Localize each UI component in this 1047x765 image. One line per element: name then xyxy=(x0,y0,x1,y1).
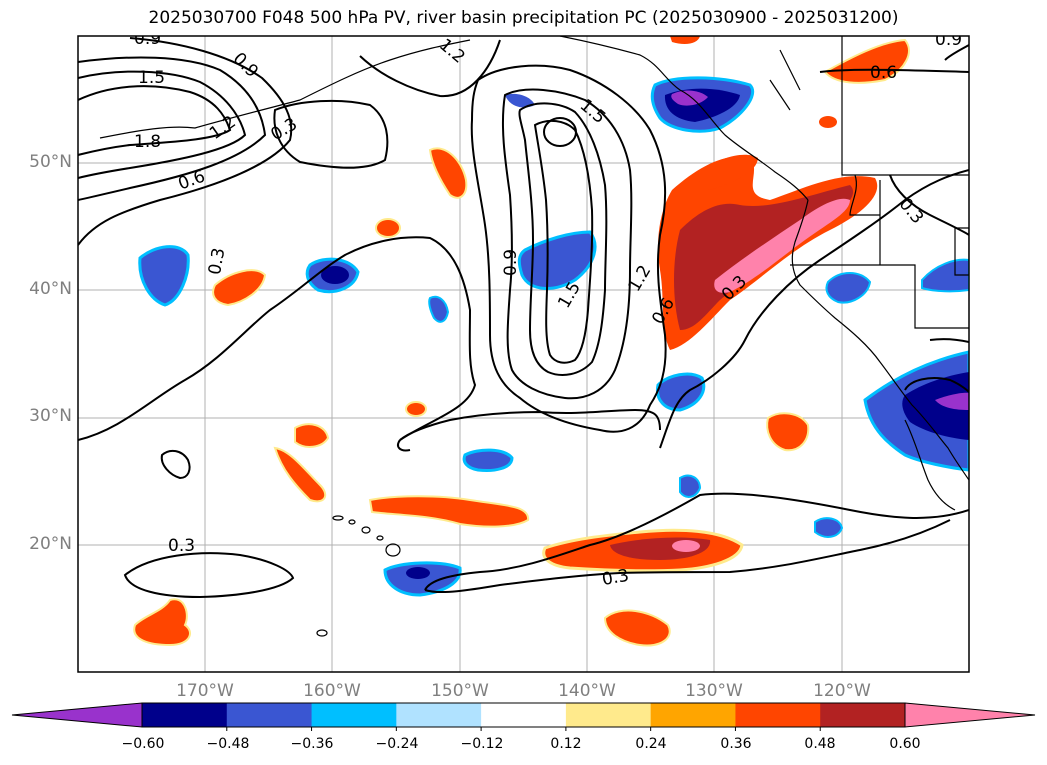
colorbar-segment xyxy=(650,703,736,727)
precip-mexico-blue-peak xyxy=(935,392,969,410)
precip-west-orange-3 xyxy=(294,423,330,448)
colorbar-tick: −0.36 xyxy=(290,736,334,752)
precip-south-orange-2 xyxy=(133,598,191,647)
lon-label-170w: 170°W xyxy=(176,681,234,701)
colorbar-tick: 0.36 xyxy=(720,736,752,752)
precip-west-blue-2-core xyxy=(321,266,349,284)
contour-label: 0.3 xyxy=(168,536,195,556)
precip-mexico-blue-core xyxy=(902,372,969,440)
contour-label: 0.6 xyxy=(870,63,897,83)
colorbar-tick: 0.60 xyxy=(889,736,921,752)
colorbar-tick: −0.60 xyxy=(121,736,165,752)
precip-baja-orange xyxy=(766,412,810,452)
lon-label-120w: 120°W xyxy=(813,681,871,701)
precip-south-blue-3 xyxy=(655,372,706,412)
map-border xyxy=(77,35,970,673)
precip-top xyxy=(670,36,700,44)
contour-label: 0.9 xyxy=(134,29,161,49)
lat-label-50n: 50°N xyxy=(29,152,72,172)
colorbar-tick: −0.48 xyxy=(206,736,250,752)
colorbar-tick: −0.24 xyxy=(375,736,419,752)
precip-central-blue-2 xyxy=(505,93,535,108)
colorbar-extend-high xyxy=(904,702,1036,728)
contour-label: 0.3 xyxy=(600,566,630,590)
colorbar-frame xyxy=(141,702,906,728)
precip-small-a xyxy=(819,116,837,128)
precip-bc-coast xyxy=(823,38,910,84)
precip-california-blue xyxy=(825,272,872,304)
precip-central-blue xyxy=(517,230,597,290)
colorbar-segment xyxy=(820,703,906,727)
precip-hawaii-orange xyxy=(368,495,530,528)
precip-south-blue-1-core xyxy=(406,567,430,579)
colorbar-segment xyxy=(735,703,821,727)
colorbar-extend-low xyxy=(11,702,143,728)
precip-west-blue-1 xyxy=(138,245,190,307)
precip-small-b xyxy=(375,218,401,238)
lon-label-160w: 160°W xyxy=(303,681,361,701)
precip-west-orange-4 xyxy=(273,446,327,503)
precip-south-orange-1 xyxy=(603,609,671,647)
contour-label: 1.8 xyxy=(134,132,161,152)
lat-label-40n: 40°N xyxy=(29,279,72,299)
precip-band-peak xyxy=(714,198,850,293)
precip-south-blue-4 xyxy=(679,474,702,498)
colorbar-segment xyxy=(396,703,482,727)
precip-south-blue-5 xyxy=(814,517,844,538)
colorbar-tick: −0.12 xyxy=(460,736,504,752)
precip-gulf-alaska-peak xyxy=(671,90,708,106)
colorbar-segment xyxy=(565,703,652,727)
lon-label-150w: 150°W xyxy=(431,681,489,701)
colorbar-tick: 0.12 xyxy=(550,736,582,752)
contour-label: 1.5 xyxy=(138,68,165,88)
coastlines xyxy=(99,36,969,511)
colorbar-segment xyxy=(226,703,313,727)
colorbar xyxy=(11,702,1036,731)
precip-small-c xyxy=(405,401,427,417)
precip-shading xyxy=(133,36,969,647)
colorbar-tick: 0.48 xyxy=(804,736,836,752)
map-title: 2025030700 F048 500 hPa PV, river basin … xyxy=(148,8,899,28)
lat-label-30n: 30°N xyxy=(29,406,72,426)
gridlines xyxy=(78,36,969,672)
colorbar-segment xyxy=(481,703,567,727)
precip-band-upper xyxy=(698,154,758,190)
contour-label: 0.9 xyxy=(501,249,521,276)
precip-west-orange-2 xyxy=(428,147,468,199)
precip-west-orange-1 xyxy=(212,269,267,307)
colorbar-segment xyxy=(311,703,397,727)
contour-label: 0.3 xyxy=(205,246,229,276)
lon-label-130w: 130°W xyxy=(685,681,743,701)
precip-nevada-blue xyxy=(921,258,969,293)
precip-south-blue-2 xyxy=(462,448,514,472)
precip-south-blue-1 xyxy=(383,561,462,597)
precip-subtropical-peak xyxy=(672,540,700,552)
colorbar-tick: 0.24 xyxy=(635,736,667,752)
pv-contours xyxy=(78,37,969,599)
lon-label-140w: 140°W xyxy=(558,681,616,701)
contour-label: 0.9 xyxy=(935,30,962,50)
lat-label-20n: 20°N xyxy=(29,534,72,554)
precip-west-blue-3 xyxy=(428,295,450,323)
colorbar-segment xyxy=(142,703,228,727)
hawaii-islands xyxy=(316,515,401,637)
